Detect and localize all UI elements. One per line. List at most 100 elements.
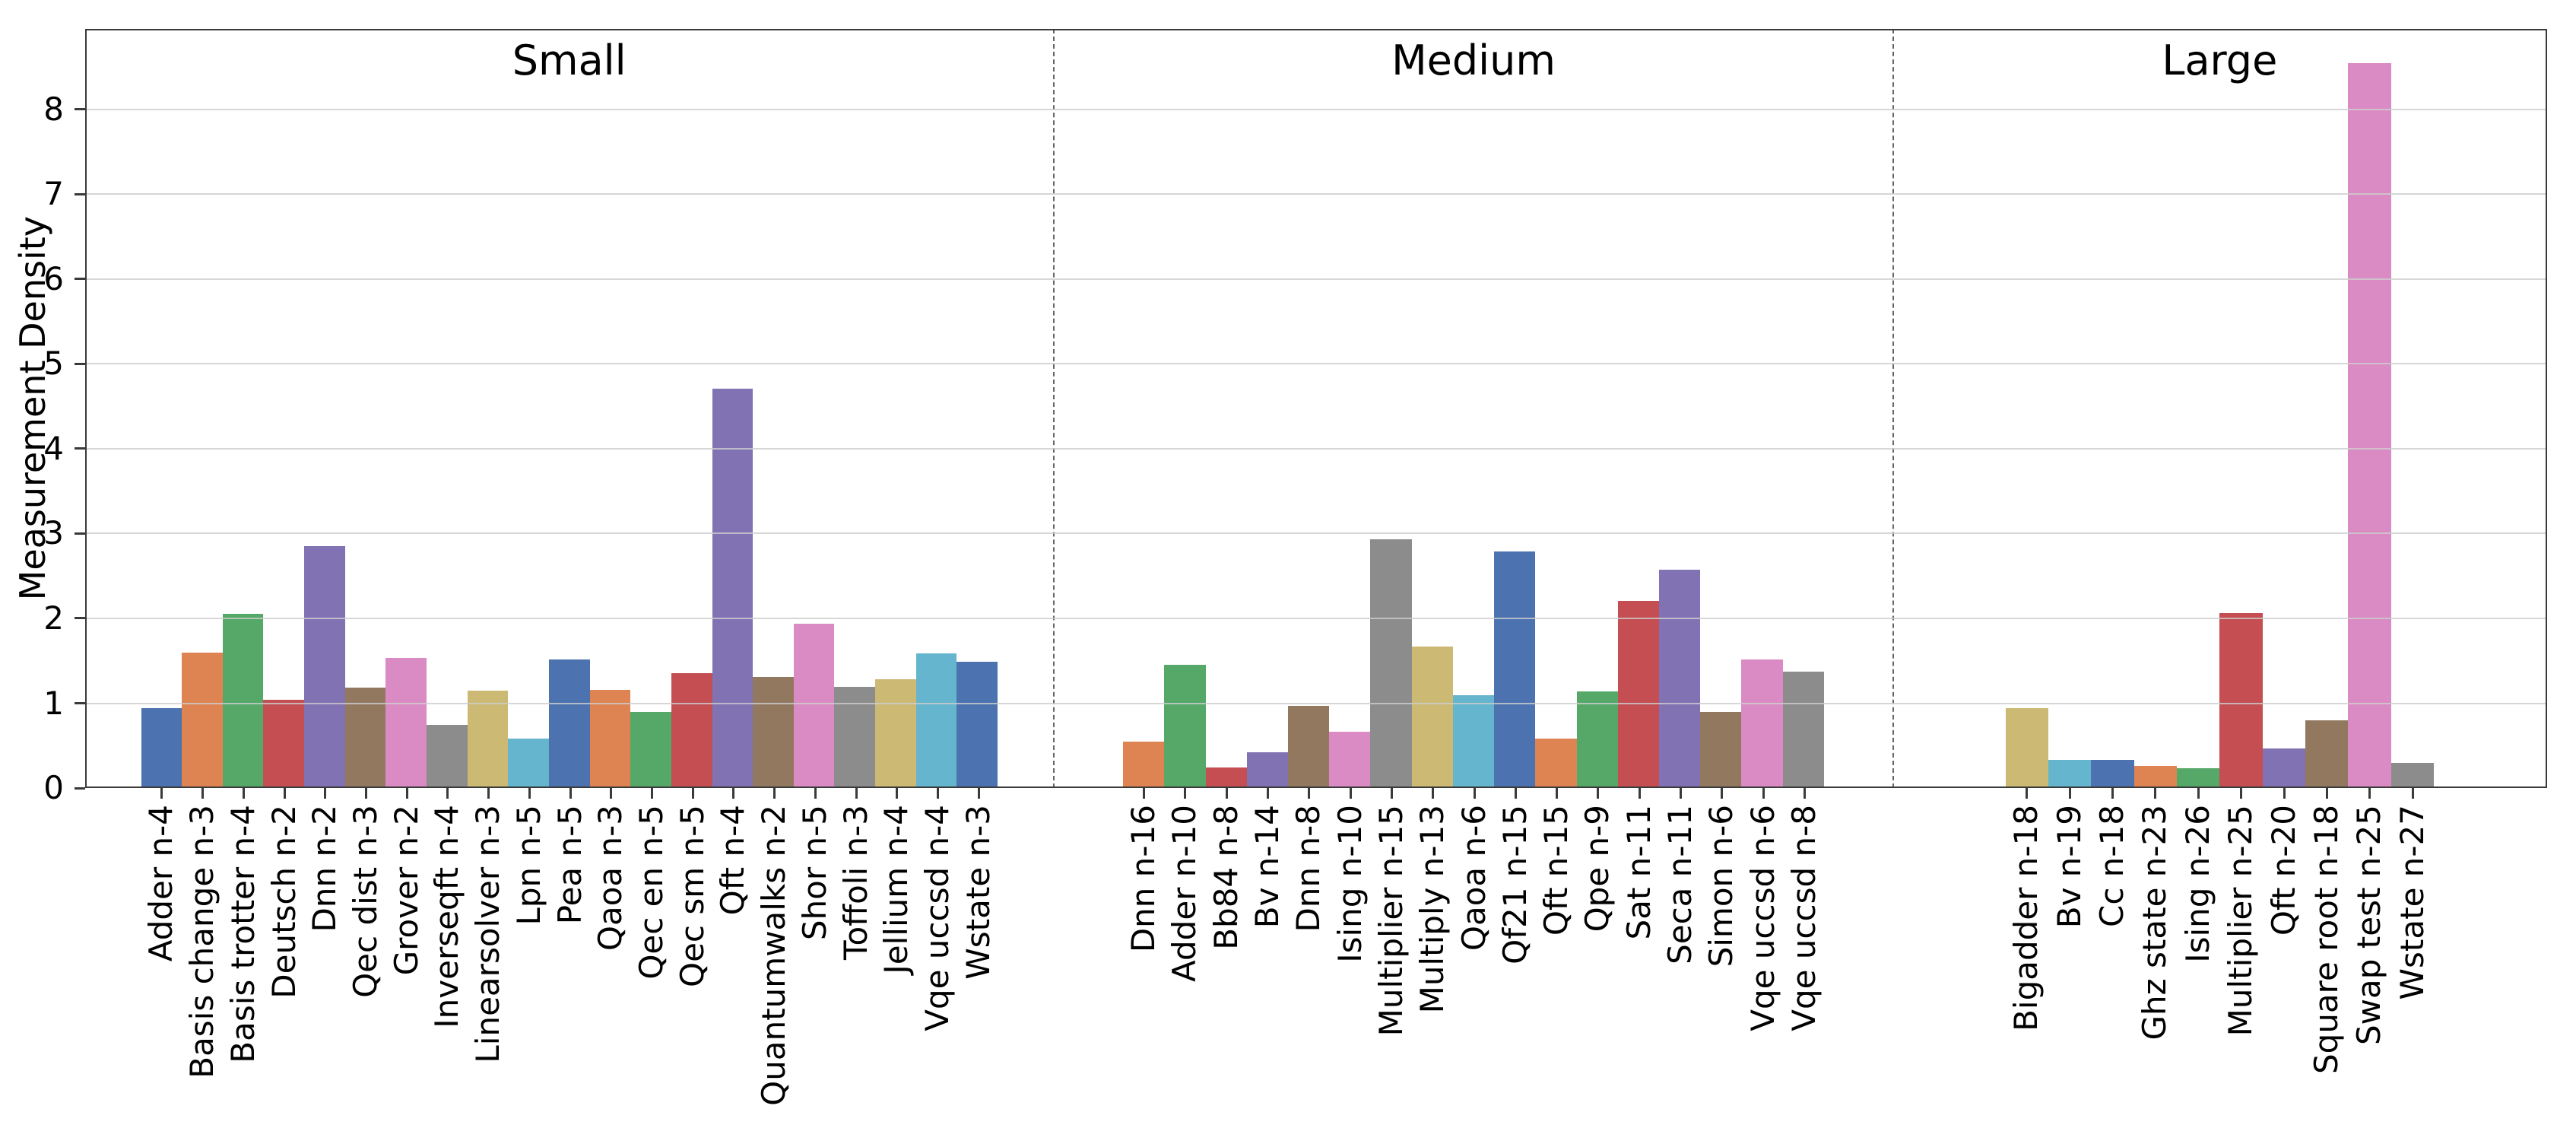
x-tick-label: Seca n-11 (1661, 805, 1699, 964)
x-tick-mark (487, 788, 490, 799)
x-tick-label: Multiply n-13 (1413, 805, 1451, 1014)
bar (1741, 659, 1783, 788)
plot-area: Small Medium Large (85, 29, 2546, 788)
bar (1535, 739, 1577, 788)
x-tick-mark (2197, 788, 2200, 799)
y-tick-label: 3 (43, 514, 64, 552)
bar (2390, 762, 2434, 788)
bar (263, 700, 305, 788)
x-tick-label: Vqe uccsd n-6 (1743, 805, 1781, 1031)
y-tick-mark (75, 447, 85, 450)
x-tick-label: Adder n-4 (142, 805, 180, 962)
bar (915, 653, 957, 788)
left-spine (85, 29, 87, 788)
panel-large: Large (1892, 29, 2546, 788)
x-tick-mark (1143, 788, 1146, 799)
x-tick-label: Quantumwalks n-2 (755, 805, 793, 1106)
top-spine (85, 29, 2547, 30)
x-cell: Vqe uccsd n-4 (917, 788, 958, 1144)
x-axis-label-area: Adder n-4 Basis change n-3 Basis trotter n… (85, 788, 2546, 1144)
bar (1452, 695, 1495, 788)
bar (2091, 760, 2134, 788)
bar (712, 388, 753, 788)
x-cell: Qaoa n-3 (590, 788, 631, 1144)
x-tick-label: Bv n-14 (1248, 805, 1286, 929)
bar (1782, 672, 1824, 788)
bar (793, 623, 835, 788)
x-cell: Simon n-6 (1701, 788, 1742, 1144)
panel-small: Small (85, 29, 1053, 788)
x-tick-mark (446, 788, 449, 799)
bar (548, 659, 590, 788)
x-cell: Basis change n-3 (182, 788, 223, 1144)
bar (753, 676, 794, 788)
bar (467, 690, 509, 788)
x-tick-label: Ghz state n-23 (2136, 805, 2174, 1041)
x-cell: Qft n-4 (713, 788, 754, 1144)
bar (1329, 732, 1371, 788)
x-tick-label: Qec en n-5 (633, 805, 671, 980)
x-tick-label: Qaoa n-6 (1455, 805, 1493, 952)
x-tick-mark (2411, 788, 2414, 799)
bar (304, 546, 345, 788)
x-cell: Bigadder n-18 (2005, 788, 2048, 1144)
x-tick-mark (242, 788, 245, 799)
x-tick-mark (732, 788, 735, 799)
bar (1123, 741, 1165, 788)
x-tick-label: Lpn n-5 (509, 805, 547, 926)
y-tick-mark (75, 702, 85, 704)
bar (2048, 760, 2092, 788)
x-tick-label: Wstate n-27 (2393, 805, 2431, 1000)
x-labels-small: Adder n-4 Basis change n-3 Basis trotter n… (85, 788, 1055, 1144)
bar (141, 708, 182, 788)
x-cell: Bv n-19 (2048, 788, 2090, 1144)
bar (1246, 752, 1289, 788)
y-tick-mark (75, 532, 85, 535)
x-tick-mark (160, 788, 163, 799)
bar (385, 658, 427, 788)
x-cell: Multiplier n-15 (1371, 788, 1412, 1144)
x-tick-label: Pea n-5 (550, 805, 588, 925)
x-cell: Ising n-10 (1329, 788, 1370, 1144)
bar (2262, 748, 2305, 788)
x-cell: Grover n-2 (386, 788, 427, 1144)
x-tick-label: Swap test n-25 (2350, 805, 2388, 1045)
x-tick-label: Ising n-10 (1331, 805, 1369, 963)
x-tick-label: Grover n-2 (387, 805, 425, 976)
x-tick-mark (2368, 788, 2371, 799)
panel-title-small: Small (512, 37, 627, 84)
bar (2177, 768, 2220, 788)
x-tick-mark (2283, 788, 2286, 799)
y-tick-label: 6 (43, 259, 64, 297)
x-tick-mark (2068, 788, 2071, 799)
x-tick-mark (977, 788, 980, 799)
x-cell: Ghz state n-23 (2133, 788, 2176, 1144)
x-tick-mark (1721, 788, 1724, 799)
x-tick-label: Dnn n-16 (1125, 805, 1163, 953)
x-tick-mark (1432, 788, 1435, 799)
x-tick-mark (2026, 788, 2029, 799)
x-tick-mark (1803, 788, 1806, 799)
x-tick-mark (1762, 788, 1765, 799)
y-tick-label: 2 (43, 599, 64, 637)
bar (1658, 570, 1701, 788)
x-tick-label: Cc n-18 (2092, 805, 2130, 927)
bar (1700, 711, 1742, 788)
x-tick-mark (2325, 788, 2328, 799)
x-cell: Dnn n-8 (1288, 788, 1329, 1144)
x-cell: Vqe uccsd n-8 (1784, 788, 1825, 1144)
x-cell: Deutsch n-2 (264, 788, 305, 1144)
x-tick-mark (896, 788, 899, 799)
x-tick-mark (324, 788, 327, 799)
bar (1370, 539, 1412, 788)
x-cell: Cc n-18 (2091, 788, 2133, 1144)
bar (589, 689, 631, 788)
x-tick-mark (1514, 788, 1517, 799)
bar (344, 688, 386, 788)
y-tick-mark (75, 786, 85, 790)
bar (875, 679, 916, 788)
bar (671, 673, 712, 788)
y-tick-mark (75, 192, 85, 195)
x-tick-mark (201, 788, 205, 799)
x-cell: Qaoa n-6 (1453, 788, 1494, 1144)
